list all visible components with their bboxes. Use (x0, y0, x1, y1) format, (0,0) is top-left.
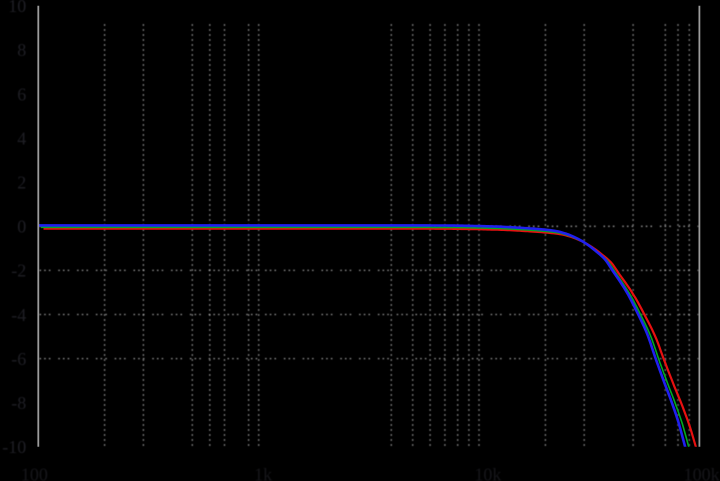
svg-text:8: 8 (17, 40, 26, 60)
svg-text:1k: 1k (254, 464, 272, 481)
svg-text:0: 0 (17, 217, 26, 237)
svg-text:2: 2 (17, 173, 26, 193)
svg-text:10: 10 (8, 0, 26, 16)
svg-text:-8: -8 (11, 393, 26, 413)
svg-text:6: 6 (17, 84, 26, 104)
svg-text:100k: 100k (684, 464, 720, 481)
svg-text:10k: 10k (474, 464, 501, 481)
svg-text:4: 4 (17, 128, 26, 148)
svg-text:-4: -4 (11, 305, 26, 325)
svg-text:100: 100 (21, 464, 48, 481)
svg-text:-2: -2 (11, 261, 26, 281)
svg-text:-10: -10 (2, 437, 26, 457)
svg-text:-6: -6 (11, 349, 26, 369)
